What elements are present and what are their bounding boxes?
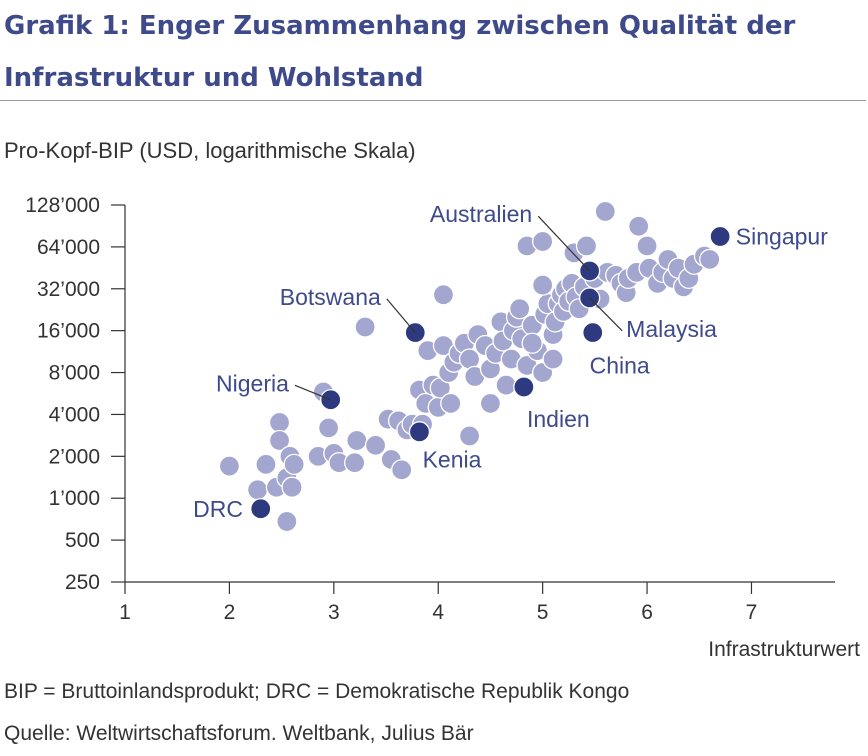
- highlight-point: [582, 321, 604, 344]
- y-axis-label: Pro-Kopf-BIP (USD, logarithmische Skala): [4, 138, 416, 163]
- scatter-point: [276, 510, 298, 533]
- scatter-point: [531, 274, 554, 296]
- scatter-point: [479, 392, 502, 415]
- scatter-point: [509, 298, 531, 320]
- y-tick-label: 32’000: [37, 278, 100, 301]
- scatter-point: [432, 284, 455, 306]
- other-points: [218, 200, 721, 533]
- x-tick-label: 6: [641, 601, 653, 624]
- x-tick-label: 2: [224, 601, 236, 624]
- scatter-point: [255, 453, 277, 476]
- scatter-point: [531, 230, 554, 253]
- leader-line: [294, 384, 331, 401]
- point-label: Singapur: [736, 224, 828, 250]
- scatter-point: [391, 459, 413, 481]
- leader-line: [386, 298, 416, 333]
- x-axis-label: Infrastrukturwert: [708, 638, 860, 661]
- scatter-point: [636, 235, 658, 257]
- point-label: Malaysia: [626, 316, 717, 342]
- x-tick-label: 4: [432, 601, 444, 624]
- scatter-point: [575, 235, 598, 257]
- highlight-point: [709, 225, 731, 248]
- scatter-point: [281, 476, 303, 498]
- scatter-point: [458, 425, 481, 447]
- y-tick-label: 128’000: [25, 194, 100, 217]
- scatter-point: [354, 316, 376, 338]
- scatter-point: [699, 248, 721, 271]
- point-label: Indien: [527, 406, 590, 432]
- x-axis: 1 2 3 4 5 6 7: [119, 581, 835, 624]
- footnote-abbreviations: BIP = Bruttoinlandsprodukt; DRC = Demokr…: [4, 680, 630, 703]
- x-tick-label: 3: [328, 601, 340, 624]
- highlight-points: [250, 225, 731, 520]
- y-tick-label: 16’000: [37, 320, 100, 343]
- chart-title: Grafik 1: Enger Zusammenhang zwischen Qu…: [4, 11, 796, 93]
- scatter-point: [218, 455, 241, 477]
- scatter-point: [495, 374, 517, 396]
- point-label: Botswana: [280, 284, 381, 310]
- scatter-point: [521, 332, 543, 354]
- scatter-point: [440, 392, 462, 415]
- x-tick-label: 1: [119, 601, 131, 624]
- leader-line: [589, 297, 623, 332]
- y-tick-label: 500: [65, 529, 100, 552]
- y-tick-label: 8’000: [49, 362, 100, 385]
- scatter-point: [594, 200, 616, 223]
- highlight-point: [250, 498, 272, 520]
- point-label: Nigeria: [216, 370, 289, 396]
- scatter-chart: 2505001’0002’0004’0008’00016’00032’00064…: [25, 194, 860, 661]
- scatter-point: [317, 417, 340, 439]
- scatter-point: [246, 479, 269, 501]
- x-tick-label: 7: [746, 601, 758, 624]
- y-tick-label: 1’000: [49, 487, 100, 510]
- y-tick-label: 4’000: [49, 403, 100, 426]
- point-labels: Australien Singapur Botswana Malaysia China N…: [193, 201, 828, 522]
- scatter-point: [628, 215, 650, 237]
- y-axis: 250 500 1’000 2’000 4’000 8’000 16’000 32’000 64…: [25, 194, 126, 594]
- title-divider: [0, 100, 866, 101]
- highlight-point: [513, 376, 535, 398]
- point-label: China: [590, 352, 650, 378]
- scatter-point: [283, 453, 305, 476]
- y-tick-label: 2’000: [49, 445, 100, 468]
- y-tick-label: 64’000: [37, 236, 100, 259]
- scatter-point: [542, 348, 564, 370]
- scatter-point: [268, 411, 291, 434]
- point-label: DRC: [193, 496, 243, 522]
- scatter-point: [268, 429, 291, 452]
- highlight-point: [408, 421, 431, 443]
- footnote-source: Quelle: Weltwirtschaftsforum. Weltbank, …: [4, 722, 474, 745]
- scatter-point: [344, 452, 366, 474]
- scatter-point: [346, 429, 368, 452]
- point-label: Australien: [430, 201, 532, 227]
- x-tick-label: 5: [537, 601, 549, 624]
- point-label: Kenia: [423, 446, 482, 472]
- scatter-point: [364, 434, 387, 456]
- y-tick-label: 250: [65, 571, 100, 594]
- leader-line: [537, 215, 591, 272]
